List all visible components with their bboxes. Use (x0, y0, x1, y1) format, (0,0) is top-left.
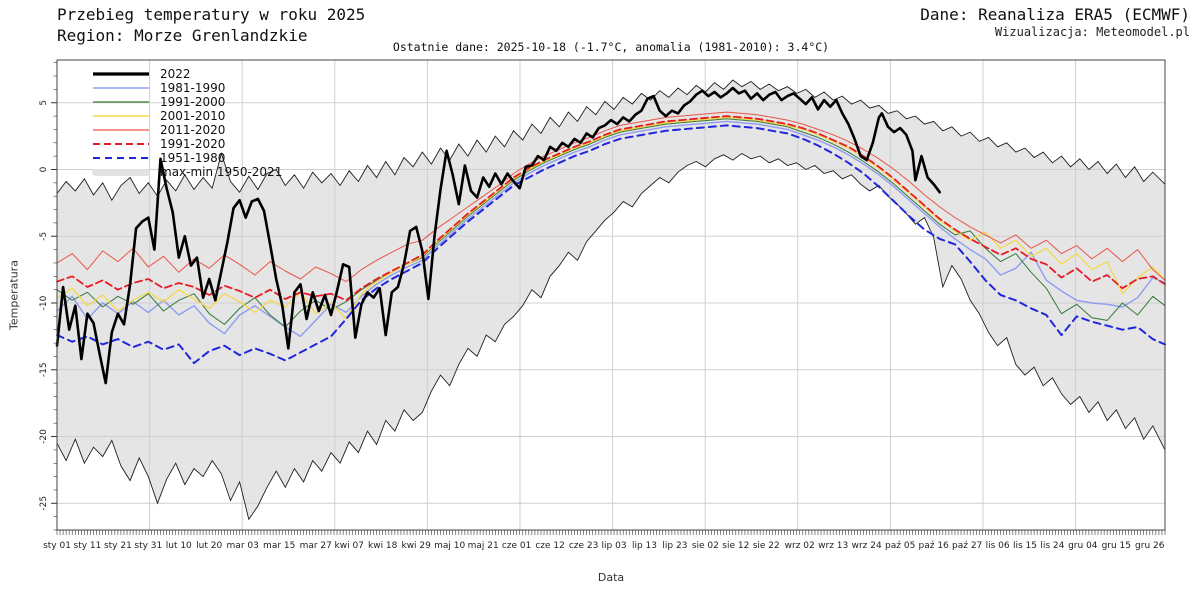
x-tick-label: gru 15 (1102, 541, 1131, 551)
legend-label: max-min 1950-2021 (160, 165, 283, 179)
x-tick-label: kwi 18 (368, 541, 398, 551)
legend-line-swatch (93, 157, 149, 159)
legend-label: 1991-2000 (160, 95, 226, 109)
x-tick-label: sie 22 (753, 541, 780, 551)
legend-line-swatch (93, 87, 149, 89)
x-tick-label: maj 10 (434, 541, 465, 551)
x-tick-label: lis 24 (1040, 541, 1064, 551)
x-tick-label: cze 01 (502, 541, 532, 551)
x-tick-label: sty 01 (43, 541, 71, 551)
x-tick-label: paź 27 (952, 541, 982, 551)
x-tick-label: maj 21 (468, 541, 499, 551)
legend-item: max-min 1950-2021 (92, 165, 282, 179)
x-tick-label: sty 21 (104, 541, 132, 551)
series-1951-1980 (56, 124, 1166, 365)
legend-line-swatch (93, 115, 149, 117)
legend-item: 2011-2020 (92, 123, 282, 137)
series-2011-2020 (56, 111, 1166, 283)
x-tick-label: wrz 24 (852, 541, 882, 551)
x-axis-label: Data (597, 571, 625, 584)
visualization-credit: Wizualizacja: Meteomodel.pl (994, 25, 1190, 39)
legend-label: 2011-2020 (160, 123, 226, 137)
y-tick-label: -15 (39, 362, 49, 377)
y-tick-label: -20 (39, 429, 49, 444)
x-tick-label: kwi 29 (401, 541, 431, 551)
legend-label: 2022 (160, 67, 191, 81)
x-tick-label: lut 20 (196, 541, 222, 551)
band-max-line (56, 79, 1166, 202)
y-axis-label: Temperatura (7, 260, 21, 330)
x-tick-label: sie 02 (692, 541, 719, 551)
legend-item: 1951-1980 (92, 151, 282, 165)
x-tick-label: lis 06 (986, 541, 1010, 551)
y-tick-label: 0 (39, 166, 49, 172)
page-title: Przebieg temperatury w roku 2025 Region:… (57, 4, 365, 46)
x-tick-label: kwi 07 (335, 541, 364, 551)
x-tick-label: lip 23 (662, 541, 687, 551)
x-tick-label: lip 03 (602, 541, 627, 551)
legend-line-swatch (93, 129, 149, 131)
legend-item: 2001-2010 (92, 109, 282, 123)
last-data-note: Ostatnie dane: 2025-10-18 (-1.7°C, anoma… (392, 40, 830, 54)
band-min-line (56, 152, 1166, 521)
x-tick-label: mar 15 (263, 541, 295, 551)
y-tick-label: -5 (39, 232, 49, 241)
x-tick-label: sty 31 (134, 541, 162, 551)
legend-item: 1991-2000 (92, 95, 282, 109)
x-tick-label: wrz 02 (785, 541, 815, 551)
x-tick-label: paź 05 (885, 541, 915, 551)
y-tick-label: 5 (39, 100, 49, 106)
legend-line-swatch (93, 143, 149, 145)
x-tick-label: lip 13 (632, 541, 657, 551)
series-2022 (55, 86, 942, 385)
legend-line-swatch (93, 72, 149, 76)
x-tick-label: sie 12 (722, 541, 749, 551)
x-tick-label: cze 12 (535, 541, 565, 551)
legend-item: 2022 (92, 67, 282, 81)
legend-label: 2001-2010 (160, 109, 226, 123)
max-min-band (57, 80, 1165, 520)
legend-band-swatch (92, 168, 150, 176)
x-tick-label: gru 26 (1135, 541, 1165, 551)
x-tick-label: gru 04 (1068, 541, 1098, 551)
legend-line-swatch (93, 101, 149, 103)
x-tick-label: sty 11 (74, 541, 102, 551)
y-tick-label: -10 (39, 295, 49, 310)
legend-label: 1951-1980 (160, 151, 226, 165)
data-source: Dane: Reanaliza ERA5 (ECMWF) (920, 5, 1190, 24)
legend-label: 1981-1990 (160, 81, 226, 95)
title-line-2: Region: Morze Grenlandzkie (57, 26, 308, 45)
x-tick-label: lis 15 (1013, 541, 1037, 551)
legend-item: 1981-1990 (92, 81, 282, 95)
series-1991-2020 (56, 115, 1166, 302)
x-tick-label: lut 10 (166, 541, 192, 551)
legend-label: 1991-2020 (160, 137, 226, 151)
x-tick-label: paź 16 (919, 541, 950, 551)
series-1981-1990 (56, 120, 1166, 338)
chart-legend: 2022 1981-1990 1991-2000 2001-2010 2011-2020… (92, 67, 282, 179)
x-tick-label: wrz 13 (818, 541, 848, 551)
title-line-1: Przebieg temperatury w roku 2025 (57, 5, 366, 24)
x-tick-label: cze 23 (569, 541, 599, 551)
x-tick-label: mar 03 (227, 541, 259, 551)
legend-item: 1991-2020 (92, 137, 282, 151)
x-tick-label: mar 27 (300, 541, 332, 551)
y-tick-label: -25 (39, 496, 49, 511)
data-source-block: Dane: Reanaliza ERA5 (ECMWF) Wizualizacj… (920, 4, 1190, 39)
